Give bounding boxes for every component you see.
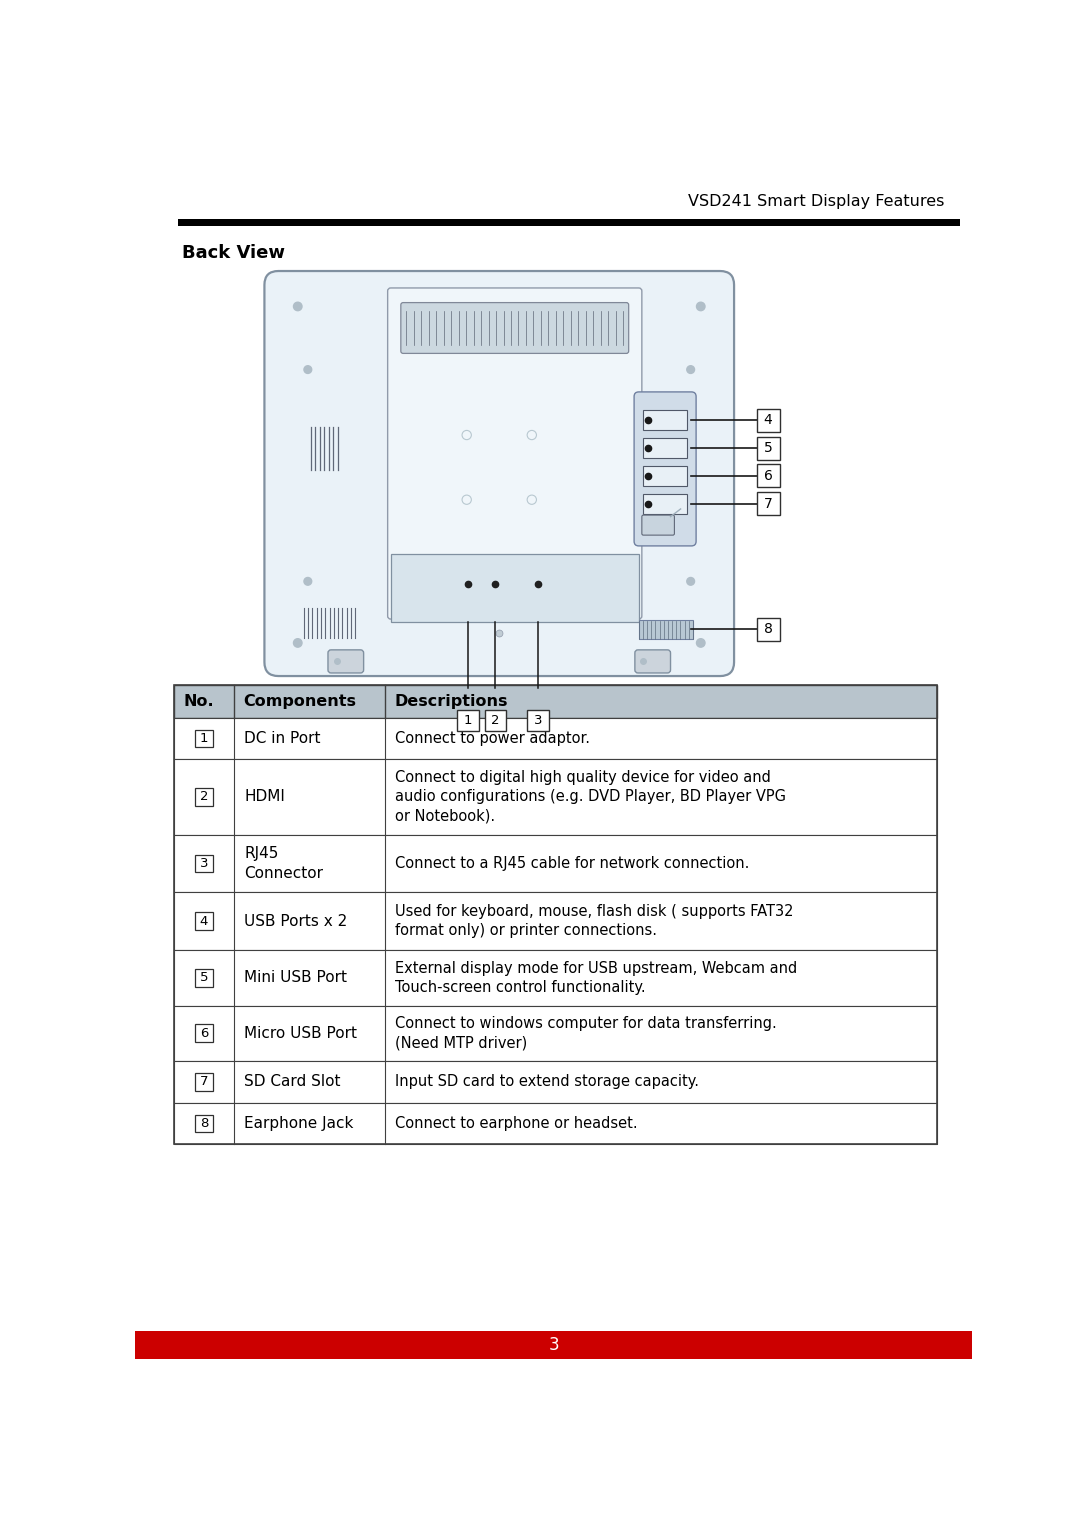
FancyBboxPatch shape xyxy=(401,302,629,353)
Bar xyxy=(174,950,937,1006)
Bar xyxy=(757,464,780,487)
Text: Used for keyboard, mouse, flash disk ( supports FAT32
format only) or printer co: Used for keyboard, mouse, flash disk ( s… xyxy=(395,904,794,939)
Text: 1: 1 xyxy=(200,731,208,745)
Text: Connect to digital high quality device for video and
audio configurations (e.g. : Connect to digital high quality device f… xyxy=(395,770,786,823)
Bar xyxy=(638,620,693,640)
FancyBboxPatch shape xyxy=(265,270,734,676)
Text: RJ45
Connector: RJ45 Connector xyxy=(244,846,323,881)
Text: Back View: Back View xyxy=(181,244,284,263)
Text: 8: 8 xyxy=(764,623,772,637)
Bar xyxy=(195,730,213,747)
Text: 5: 5 xyxy=(200,971,208,985)
Bar xyxy=(135,1332,972,1359)
Text: VSD241 Smart Display Features: VSD241 Smart Display Features xyxy=(689,194,945,209)
Text: Connect to power adaptor.: Connect to power adaptor. xyxy=(395,731,591,745)
Circle shape xyxy=(303,366,312,374)
Bar xyxy=(757,437,780,460)
Bar xyxy=(195,855,213,872)
FancyBboxPatch shape xyxy=(328,651,364,673)
Circle shape xyxy=(687,366,694,374)
Text: External display mode for USB upstream, Webcam and
Touch-screen control function: External display mode for USB upstream, … xyxy=(395,960,798,996)
Bar xyxy=(174,1102,937,1144)
Bar xyxy=(458,710,480,731)
Bar xyxy=(174,686,937,718)
FancyBboxPatch shape xyxy=(635,651,671,673)
Bar xyxy=(195,1115,213,1132)
Bar xyxy=(644,411,687,431)
Text: USB Ports x 2: USB Ports x 2 xyxy=(244,913,348,928)
Text: Connect to earphone or headset.: Connect to earphone or headset. xyxy=(395,1116,638,1132)
Text: 7: 7 xyxy=(764,496,772,510)
Bar xyxy=(757,409,780,432)
FancyBboxPatch shape xyxy=(388,289,642,618)
FancyBboxPatch shape xyxy=(642,515,674,534)
Bar xyxy=(195,788,213,806)
Bar xyxy=(644,438,687,458)
Text: 8: 8 xyxy=(200,1116,208,1130)
Text: 2: 2 xyxy=(491,715,500,727)
Bar xyxy=(177,218,960,226)
Text: Descriptions: Descriptions xyxy=(394,693,508,709)
Text: 3: 3 xyxy=(534,715,542,727)
Text: HDMI: HDMI xyxy=(244,789,285,805)
Circle shape xyxy=(697,638,705,647)
Bar xyxy=(195,913,213,930)
Bar xyxy=(174,1061,937,1102)
Text: Mini USB Port: Mini USB Port xyxy=(244,970,348,985)
Circle shape xyxy=(697,302,705,310)
Text: 2: 2 xyxy=(200,791,208,803)
Bar xyxy=(644,466,687,486)
Bar xyxy=(174,686,937,1144)
Text: Micro USB Port: Micro USB Port xyxy=(244,1026,357,1041)
Bar xyxy=(174,759,937,835)
Text: Connect to a RJ45 cable for network connection.: Connect to a RJ45 cable for network conn… xyxy=(395,857,750,870)
Text: 6: 6 xyxy=(764,469,772,483)
Bar xyxy=(174,1006,937,1061)
Text: 4: 4 xyxy=(200,915,208,928)
Text: Components: Components xyxy=(243,693,356,709)
Bar xyxy=(485,710,507,731)
Text: 3: 3 xyxy=(549,1336,558,1354)
Text: 6: 6 xyxy=(200,1026,208,1040)
Circle shape xyxy=(294,638,302,647)
Bar xyxy=(527,710,549,731)
Text: SD Card Slot: SD Card Slot xyxy=(244,1075,341,1089)
Bar xyxy=(195,970,213,986)
Text: 3: 3 xyxy=(200,857,208,870)
Text: 1: 1 xyxy=(464,715,473,727)
Bar xyxy=(195,1025,213,1041)
Bar xyxy=(174,892,937,950)
Text: DC in Port: DC in Port xyxy=(244,731,321,745)
Text: 4: 4 xyxy=(764,414,772,428)
Circle shape xyxy=(687,577,694,585)
Text: 5: 5 xyxy=(764,441,772,455)
Circle shape xyxy=(294,302,302,310)
Bar xyxy=(174,718,937,759)
Text: Earphone Jack: Earphone Jack xyxy=(244,1116,353,1132)
Bar xyxy=(757,492,780,515)
FancyBboxPatch shape xyxy=(634,392,697,547)
Bar xyxy=(174,835,937,892)
Bar xyxy=(195,1073,213,1090)
Bar xyxy=(757,618,780,641)
Text: 7: 7 xyxy=(200,1075,208,1089)
Bar xyxy=(644,493,687,513)
Circle shape xyxy=(303,577,312,585)
Bar xyxy=(391,554,638,621)
Text: No.: No. xyxy=(183,693,214,709)
Text: Input SD card to extend storage capacity.: Input SD card to extend storage capacity… xyxy=(395,1075,700,1089)
Text: Connect to windows computer for data transferring.
(Need MTP driver): Connect to windows computer for data tra… xyxy=(395,1017,778,1051)
